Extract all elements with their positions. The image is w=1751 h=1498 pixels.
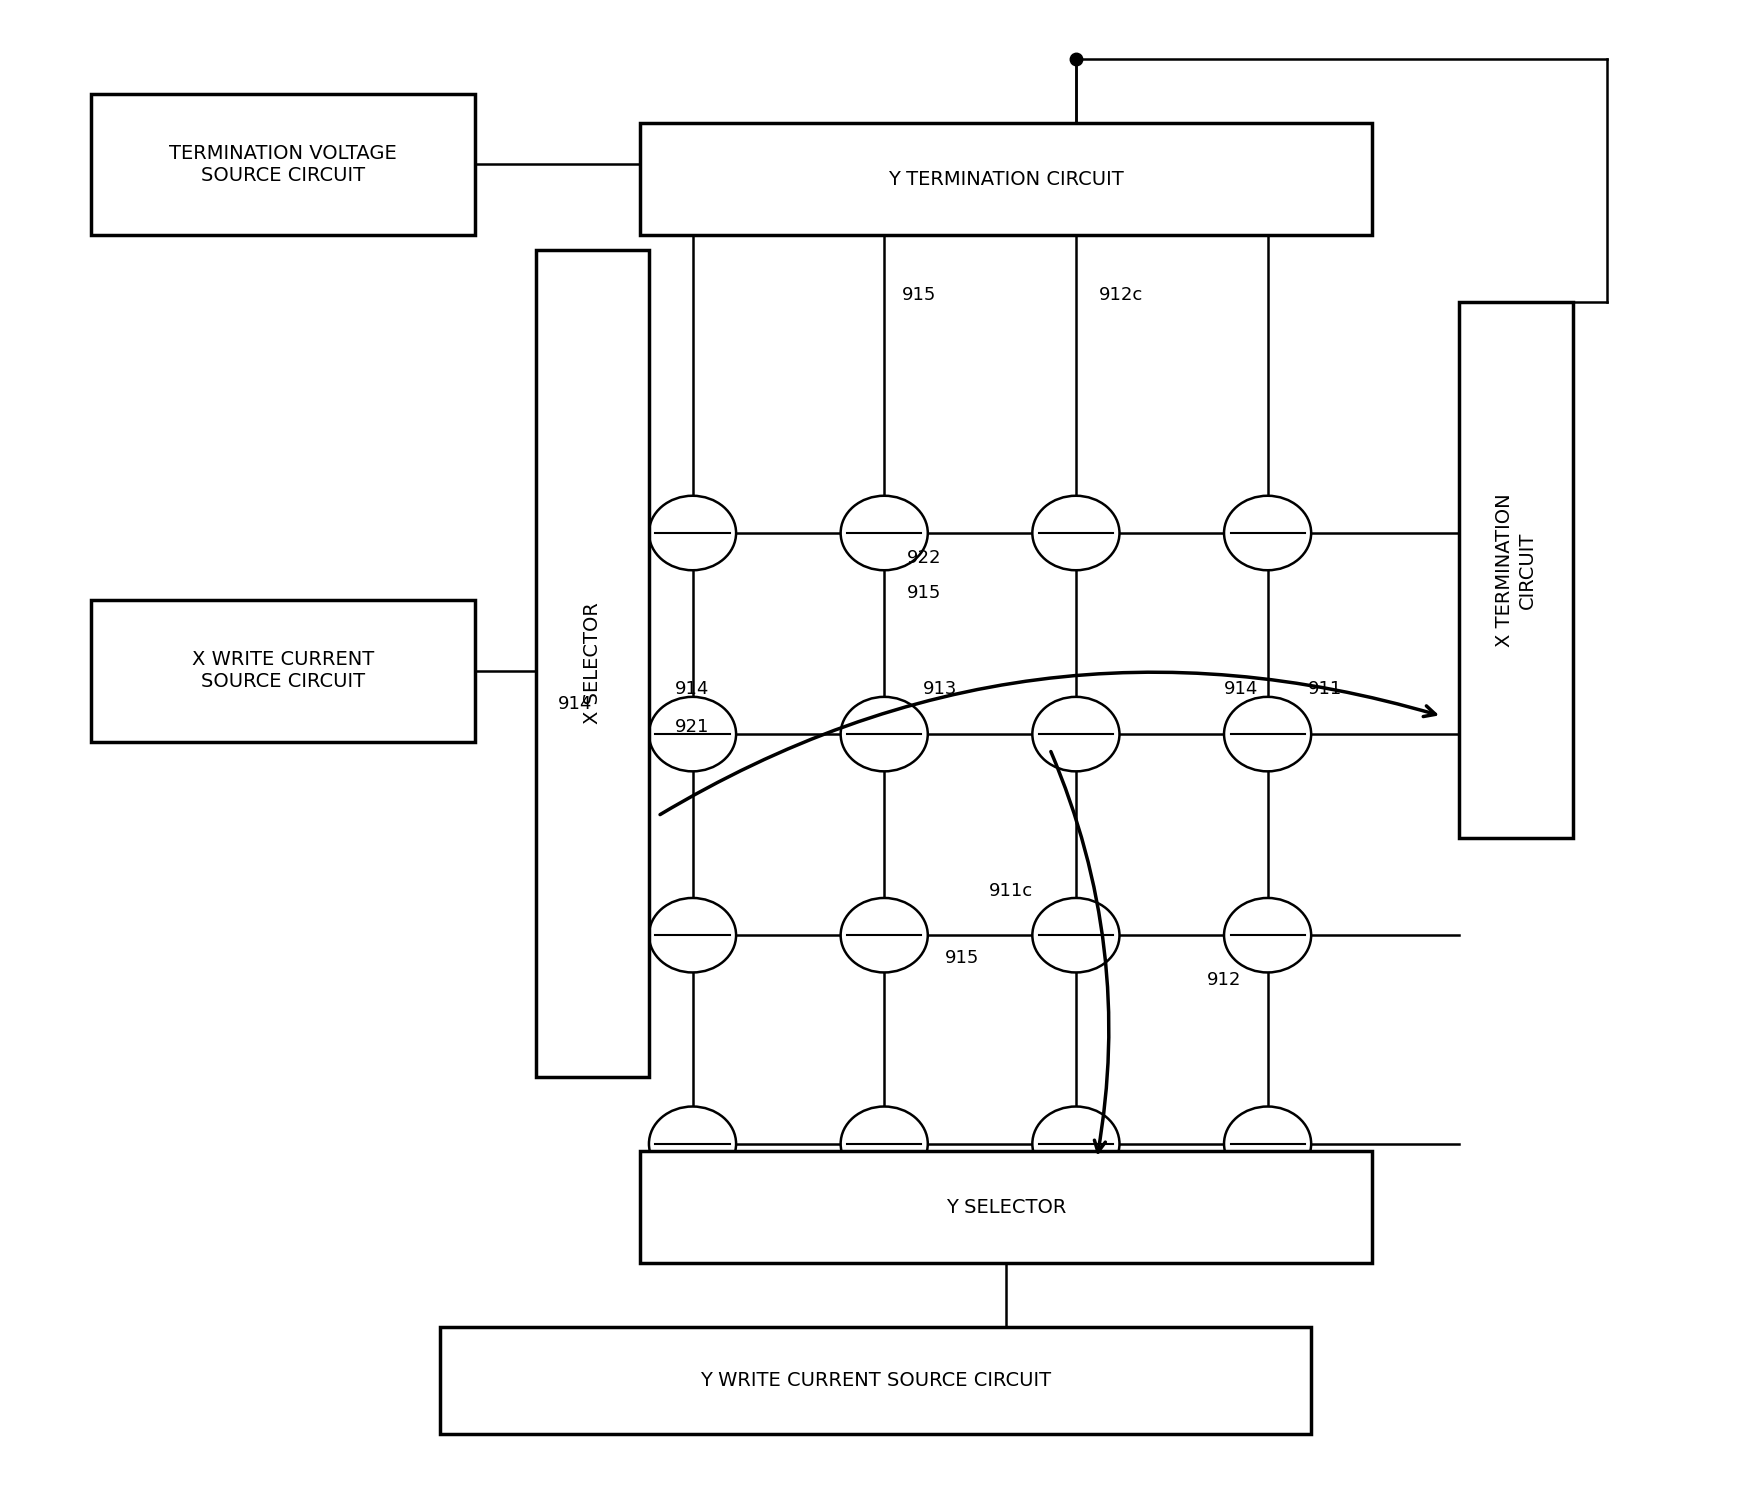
Text: 914: 914 bbox=[559, 695, 592, 713]
Circle shape bbox=[1033, 1107, 1119, 1180]
Bar bbox=[641, 1150, 1373, 1263]
Bar bbox=[536, 250, 650, 1077]
Text: 912c: 912c bbox=[1098, 286, 1143, 304]
Text: 911c: 911c bbox=[989, 881, 1033, 899]
Text: 915: 915 bbox=[902, 286, 937, 304]
Circle shape bbox=[840, 1107, 928, 1180]
Text: Y SELECTOR: Y SELECTOR bbox=[946, 1197, 1066, 1216]
Bar bbox=[91, 601, 475, 742]
Text: 921: 921 bbox=[676, 718, 709, 736]
Text: 913: 913 bbox=[923, 680, 958, 698]
Text: 915: 915 bbox=[946, 948, 979, 966]
Text: 922: 922 bbox=[907, 550, 942, 568]
Text: Y WRITE CURRENT SOURCE CIRCUIT: Y WRITE CURRENT SOURCE CIRCUIT bbox=[700, 1371, 1051, 1390]
Circle shape bbox=[650, 897, 735, 972]
Text: TERMINATION VOLTAGE
SOURCE CIRCUIT: TERMINATION VOLTAGE SOURCE CIRCUIT bbox=[170, 144, 397, 184]
Text: Y TERMINATION CIRCUIT: Y TERMINATION CIRCUIT bbox=[888, 169, 1124, 189]
Text: X WRITE CURRENT
SOURCE CIRCUIT: X WRITE CURRENT SOURCE CIRCUIT bbox=[193, 650, 375, 691]
Circle shape bbox=[840, 496, 928, 571]
Text: X TERMINATION
CIRCUIT: X TERMINATION CIRCUIT bbox=[1495, 493, 1536, 647]
Circle shape bbox=[650, 697, 735, 771]
Bar bbox=[641, 123, 1373, 235]
Text: X SELECTOR: X SELECTOR bbox=[583, 602, 602, 724]
Circle shape bbox=[1033, 496, 1119, 571]
Circle shape bbox=[1224, 897, 1311, 972]
Text: 915: 915 bbox=[907, 584, 942, 602]
Circle shape bbox=[1224, 697, 1311, 771]
Circle shape bbox=[840, 697, 928, 771]
Circle shape bbox=[1224, 496, 1311, 571]
Text: 911: 911 bbox=[1308, 680, 1341, 698]
Circle shape bbox=[650, 496, 735, 571]
Text: 912: 912 bbox=[1206, 971, 1241, 989]
Circle shape bbox=[1224, 1107, 1311, 1180]
Bar bbox=[440, 1327, 1311, 1434]
Circle shape bbox=[1033, 897, 1119, 972]
Text: 914: 914 bbox=[676, 680, 709, 698]
Text: 914: 914 bbox=[1224, 680, 1259, 698]
Circle shape bbox=[1033, 697, 1119, 771]
Bar bbox=[91, 93, 475, 235]
Bar bbox=[1459, 303, 1572, 839]
Circle shape bbox=[840, 897, 928, 972]
Circle shape bbox=[650, 1107, 735, 1180]
